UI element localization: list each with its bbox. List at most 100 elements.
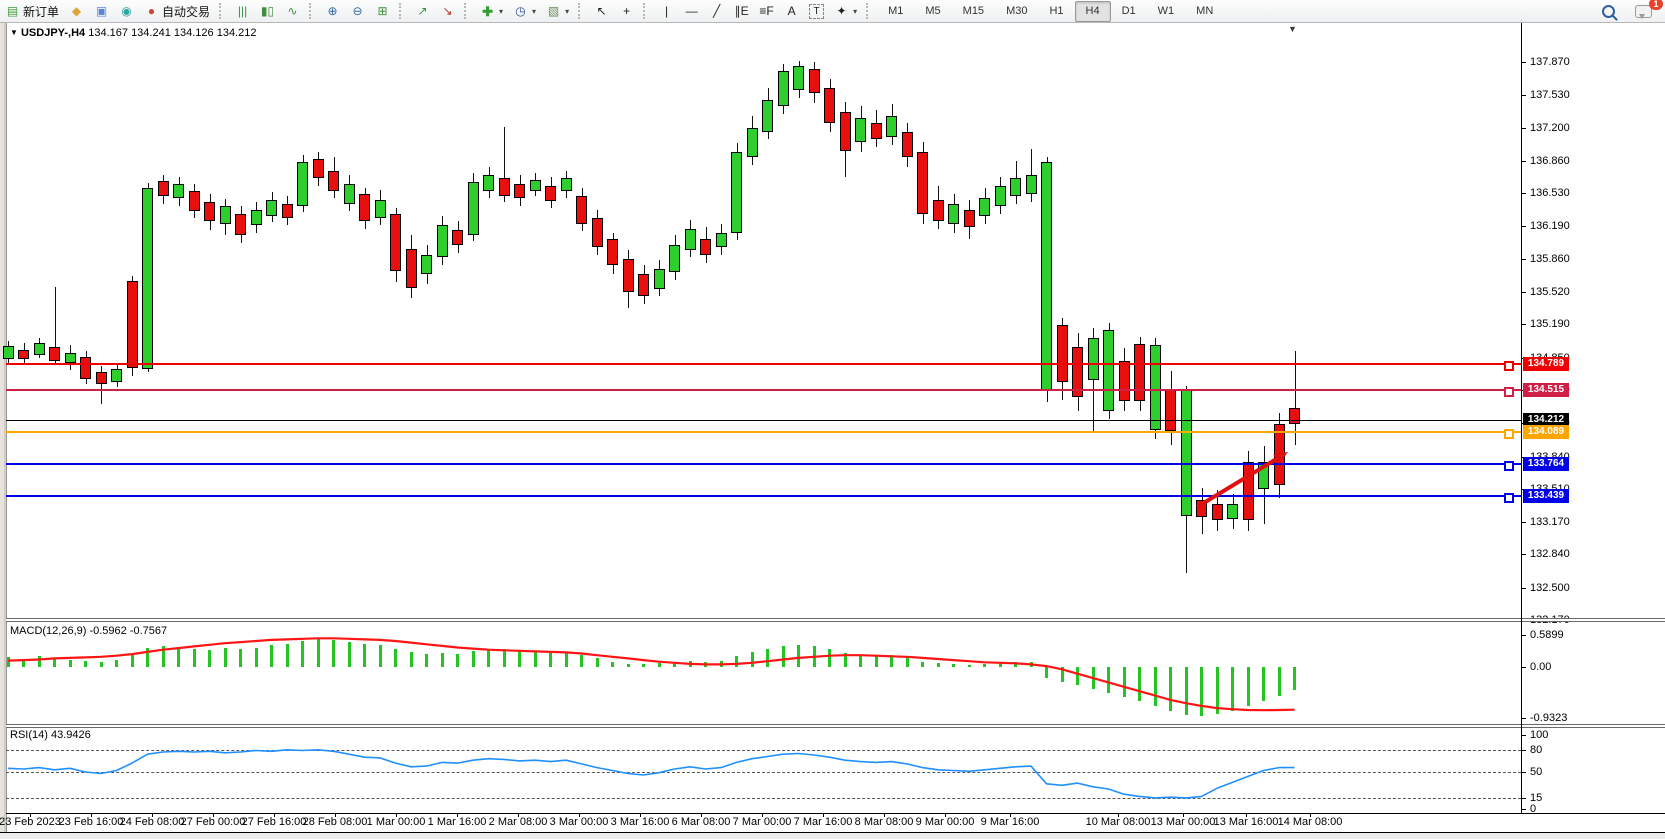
timeframe-h1-button[interactable]: H1 [1038, 1, 1074, 22]
price-axis-line[interactable] [1521, 23, 1522, 813]
macd-histogram-bar [1246, 667, 1250, 707]
timeframe-h4-button[interactable]: H4 [1074, 0, 1111, 22]
auto-trading-button[interactable]: 自动交易 [139, 1, 215, 22]
candle [824, 88, 835, 123]
macd-tick-label: -0.9323 [1530, 712, 1568, 724]
timeframe-m15-button[interactable]: M15 [952, 1, 995, 22]
level-line-133.764[interactable] [6, 462, 1521, 465]
chart-shift-marker-icon[interactable]: ▼ [1288, 24, 1297, 34]
timeframe-d1-button[interactable]: D1 [1111, 1, 1147, 22]
candlestick-chart-button[interactable] [255, 1, 280, 22]
rsi-label: RSI(14) 43.9426 [10, 729, 91, 741]
candle [1227, 503, 1238, 520]
period-button[interactable]: ▾ [508, 1, 541, 22]
fibonacci-button[interactable] [754, 1, 779, 22]
new-order-button[interactable]: 新订单 [0, 1, 64, 22]
macd-histogram-bar [1029, 661, 1033, 668]
price-tick [1521, 522, 1526, 524]
label-button[interactable] [804, 1, 829, 22]
candle [498, 178, 510, 197]
candle [514, 184, 525, 199]
macd-histogram-bar [363, 644, 366, 668]
level-handle[interactable] [1504, 360, 1514, 371]
candle [948, 203, 959, 224]
candle [808, 68, 820, 94]
zoom-out-button[interactable] [345, 1, 370, 22]
macd-histogram-bar [115, 660, 118, 668]
level-line-134.212[interactable] [6, 419, 1521, 421]
objects-group: ▾ ▾ ▾ [475, 0, 574, 22]
timeframe-w1-button[interactable]: W1 [1147, 1, 1186, 22]
notification-badge: 1 [1649, 0, 1663, 10]
signals-button[interactable] [114, 1, 139, 22]
macd-histogram-bar [797, 645, 800, 668]
level-line-134.515[interactable] [6, 389, 1521, 392]
vertical-line-button[interactable] [654, 1, 679, 22]
level-handle[interactable] [1504, 387, 1514, 398]
price-tick-label: 135.860 [1530, 252, 1570, 265]
main-macd-separator[interactable] [6, 618, 1665, 622]
zoom-in-button[interactable] [320, 1, 345, 22]
time-tick-label: 7 Mar 00:00 [732, 816, 792, 828]
timeframe-m5-button[interactable]: M5 [914, 1, 951, 22]
level-handle[interactable] [1504, 429, 1514, 440]
tile-windows-button[interactable] [370, 1, 395, 22]
chart-menu-arrow-icon[interactable]: ▼ [10, 28, 18, 37]
time-tick [457, 813, 458, 817]
macd-histogram-bar [1091, 667, 1095, 689]
toolbar-grip [399, 3, 406, 19]
time-tick [1246, 813, 1247, 817]
notifications-button[interactable]: 1 [1630, 0, 1663, 22]
candle [591, 217, 603, 247]
macd-histogram-bar [270, 645, 273, 668]
add-indicator-button[interactable]: ▾ [475, 1, 508, 22]
level-line-134.089[interactable] [6, 431, 1521, 434]
crosshair-button[interactable] [614, 1, 639, 22]
window-splitter[interactable] [0, 23, 7, 839]
macd-tick-label: 0.00 [1530, 661, 1552, 674]
timeframe-m1-button[interactable]: M1 [877, 1, 914, 22]
level-handle[interactable] [1504, 460, 1514, 471]
bars-chart-button[interactable] [230, 1, 255, 22]
search-button[interactable] [1597, 1, 1620, 22]
candle [452, 230, 463, 246]
level-handle[interactable] [1504, 492, 1514, 503]
candle [762, 100, 773, 133]
trendline-button[interactable] [704, 1, 729, 22]
level-line-133.439[interactable] [6, 494, 1521, 497]
channel-button[interactable] [729, 1, 754, 22]
rsi-tick-label: 80 [1530, 743, 1543, 756]
candle [1196, 499, 1207, 518]
text-button[interactable] [779, 1, 804, 22]
search-icon [1602, 4, 1615, 18]
candle [1149, 344, 1161, 431]
candle [204, 201, 215, 221]
arrows-button[interactable]: ▾ [829, 1, 862, 22]
arrange-profit-button[interactable] [410, 1, 435, 22]
text-icon [784, 4, 799, 19]
horizontal-line-button[interactable] [679, 1, 704, 22]
level-line-134.789[interactable] [6, 362, 1521, 365]
candle [700, 239, 711, 255]
candle [607, 239, 618, 265]
macd-rsi-separator[interactable] [6, 724, 1665, 728]
macd-histogram-bar [378, 645, 382, 668]
timeframe-mn-button[interactable]: MN [1185, 1, 1224, 22]
chat-bubble-icon [1635, 4, 1652, 19]
candle-wick [504, 126, 505, 202]
macd-tick [1521, 635, 1526, 636]
macd-histogram-bar [254, 647, 258, 668]
metaeditor-button[interactable] [89, 1, 114, 22]
timeframe-m30-button[interactable]: M30 [995, 1, 1038, 22]
time-tick-label: 8 Mar 08:00 [854, 816, 914, 828]
line-chart-button[interactable] [280, 1, 305, 22]
charts-button[interactable] [64, 1, 89, 22]
arrange-loss-button[interactable] [435, 1, 460, 22]
candle [1118, 360, 1130, 401]
price-tick-label: 135.190 [1530, 318, 1570, 331]
price-tick [1521, 95, 1526, 97]
new-order-icon [5, 4, 20, 19]
template-button[interactable]: ▾ [541, 1, 574, 22]
cursor-button[interactable] [589, 1, 614, 22]
